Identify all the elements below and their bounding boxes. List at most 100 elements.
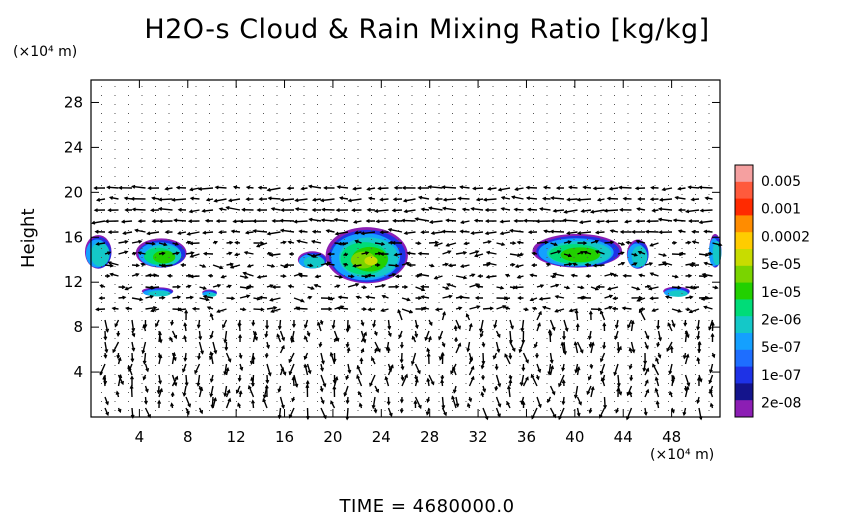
grid-dot xyxy=(384,293,386,294)
grid-dot xyxy=(438,122,440,123)
grid-dot xyxy=(128,383,129,384)
wind-vector-head xyxy=(270,207,275,211)
wind-vector-head xyxy=(649,296,654,301)
grid-dot xyxy=(465,311,467,312)
wind-vector-head xyxy=(525,185,530,190)
grid-dot xyxy=(357,239,359,240)
wind-vector xyxy=(386,341,390,351)
wind-vector-head xyxy=(459,185,464,190)
wind-vector xyxy=(401,308,413,314)
wind-vector-head xyxy=(365,251,370,256)
grid-dot xyxy=(654,158,656,159)
grid-dot xyxy=(627,167,629,168)
grid-dot xyxy=(276,410,278,411)
wind-vector xyxy=(447,283,457,288)
grid-dot xyxy=(222,104,224,105)
wind-vector-head xyxy=(401,185,406,190)
grid-dot xyxy=(114,365,116,366)
grid-dot xyxy=(276,239,278,240)
wind-vector-head xyxy=(482,197,488,202)
wind-vector-head xyxy=(362,285,368,290)
wind-vector-head xyxy=(199,409,204,415)
wind-vector-head xyxy=(708,389,713,394)
wind-vector-head xyxy=(616,382,621,388)
wind-vector xyxy=(203,295,214,299)
grid-dot xyxy=(141,410,143,411)
grid-dot xyxy=(411,194,413,195)
grid-dot xyxy=(249,86,251,87)
wind-vector-head xyxy=(408,309,414,314)
wind-vector xyxy=(604,272,614,277)
grid-dot xyxy=(438,401,440,402)
wind-vector xyxy=(147,231,160,235)
wind-vector xyxy=(104,319,109,332)
wind-vector-head xyxy=(510,325,514,330)
grid-dot xyxy=(141,185,143,186)
wind-vector-head xyxy=(352,219,358,224)
grid-dot xyxy=(641,203,642,204)
grid-dot xyxy=(479,365,480,366)
grid-dot xyxy=(128,329,129,330)
wind-vector xyxy=(317,322,322,332)
wind-vector-head xyxy=(671,374,676,380)
grid-dot xyxy=(371,203,372,204)
grid-dot xyxy=(384,338,386,339)
wind-vector xyxy=(652,364,660,376)
wind-vector xyxy=(403,198,416,202)
wind-vector-head xyxy=(543,229,548,234)
grid-dot xyxy=(546,338,548,339)
grid-dot xyxy=(384,284,386,285)
wind-vector-head xyxy=(513,285,518,290)
wind-vector xyxy=(145,306,157,310)
wind-vector-head xyxy=(473,253,479,258)
grid-dot xyxy=(263,320,264,321)
grid-dot xyxy=(141,194,143,195)
grid-dot xyxy=(533,410,534,411)
wind-vector xyxy=(158,355,162,365)
grid-dot xyxy=(398,266,399,267)
grid-dot xyxy=(438,347,440,348)
wind-vector-head xyxy=(365,295,370,300)
wind-vector-head xyxy=(154,323,159,328)
grid-dot xyxy=(371,194,372,195)
grid-dot xyxy=(384,158,386,159)
wind-vector-head xyxy=(365,219,370,223)
wind-vector xyxy=(549,407,556,418)
grid-dot xyxy=(533,167,534,168)
wind-vector-head xyxy=(521,367,526,372)
wind-vector-head xyxy=(677,208,682,213)
grid-dot xyxy=(479,230,480,231)
grid-dot xyxy=(411,212,413,213)
grid-dot xyxy=(276,347,278,348)
grid-dot xyxy=(681,86,683,87)
wind-vector-head xyxy=(595,219,600,224)
grid-dot xyxy=(303,239,305,240)
grid-dot xyxy=(600,167,602,168)
wind-vector xyxy=(522,352,529,363)
grid-dot xyxy=(573,230,575,231)
grid-dot xyxy=(668,212,669,213)
wind-vector-head xyxy=(170,402,174,407)
cloud-region xyxy=(626,239,649,269)
grid-dot xyxy=(371,158,372,159)
wind-vector-head xyxy=(644,229,650,234)
grid-dot xyxy=(101,284,102,285)
grid-dot xyxy=(276,383,278,384)
wind-vector-head xyxy=(377,348,381,353)
wind-vector-head xyxy=(649,272,654,277)
wind-vector-head xyxy=(188,241,194,246)
grid-dot xyxy=(465,410,467,411)
grid-dot xyxy=(452,167,453,168)
grid-dot xyxy=(641,257,642,258)
grid-dot xyxy=(182,176,183,177)
grid-dot xyxy=(627,149,629,150)
grid-dot xyxy=(303,122,305,123)
wind-vector xyxy=(311,253,322,258)
grid-dot xyxy=(222,95,224,96)
grid-dot xyxy=(668,410,669,411)
grid-dot xyxy=(317,401,318,402)
grid-dot xyxy=(695,194,696,195)
grid-dot xyxy=(614,311,615,312)
grid-dot xyxy=(708,320,710,321)
grid-dot xyxy=(290,284,291,285)
